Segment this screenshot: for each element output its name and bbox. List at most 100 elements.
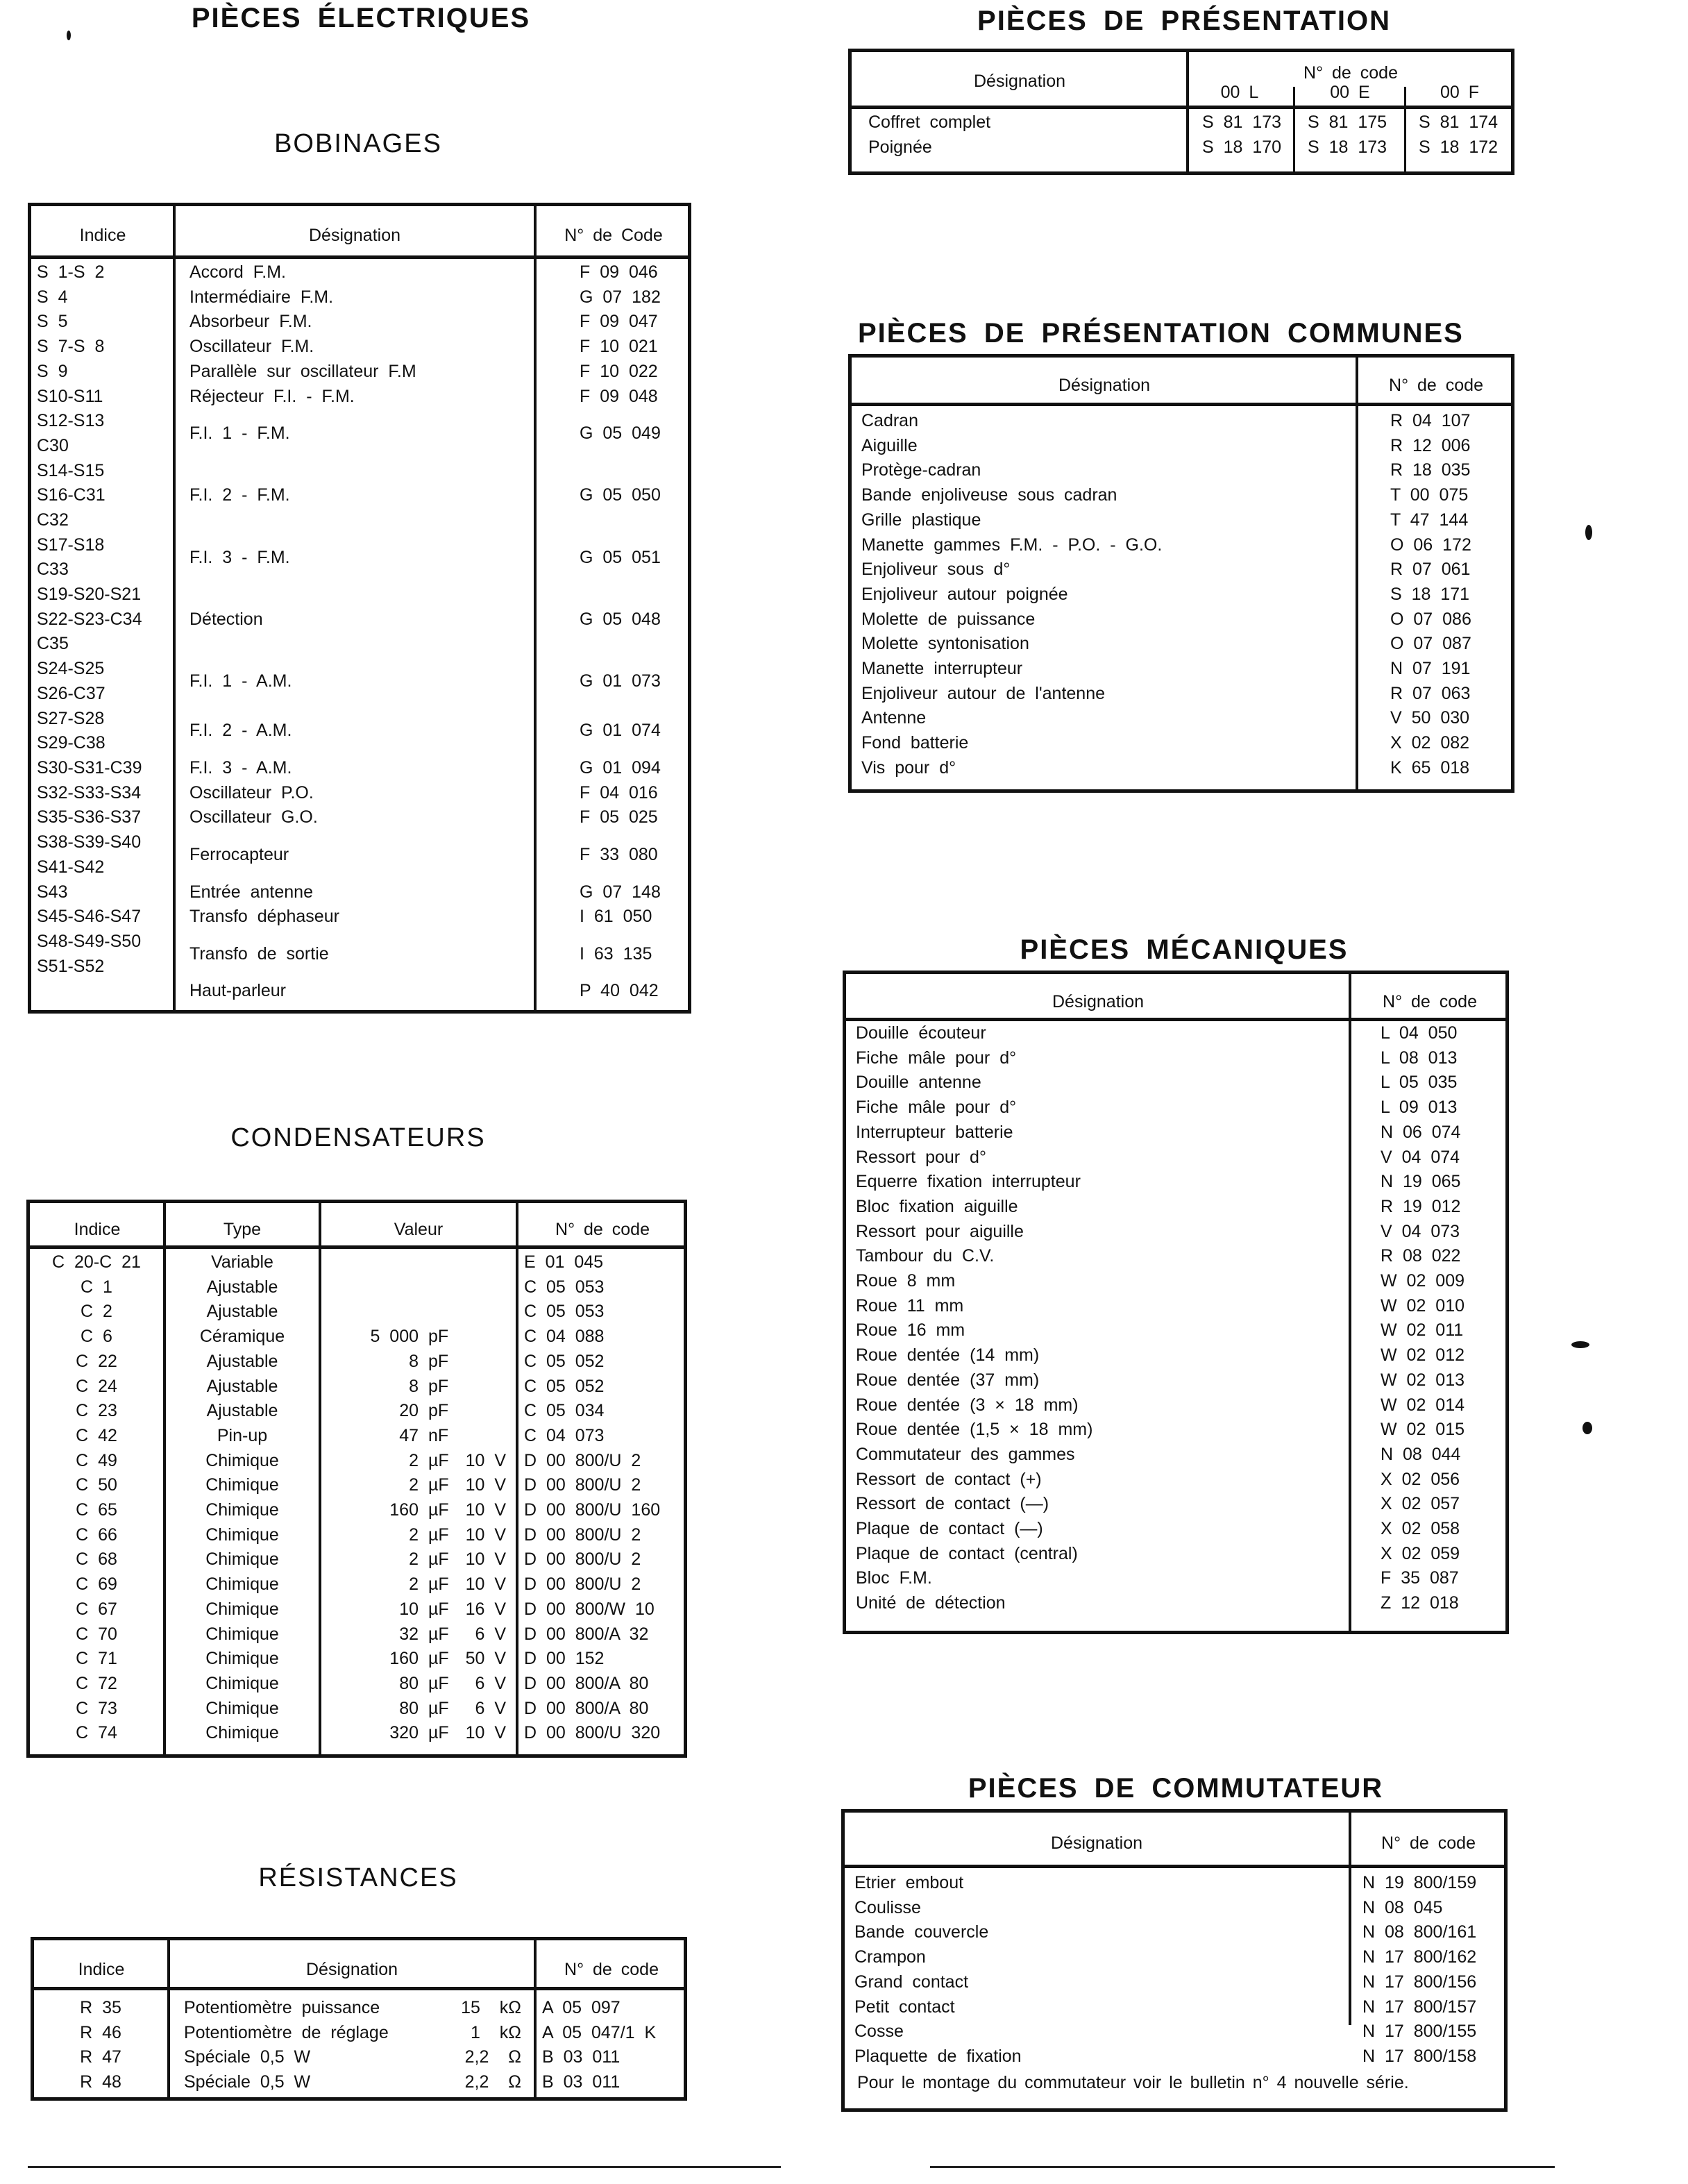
condensateurs-title: CONDENSATEURS xyxy=(230,1123,486,1152)
designation-cell: Grille plastique xyxy=(861,510,981,530)
code-cell: G 05 051 xyxy=(580,547,661,567)
code-cell: L 08 013 xyxy=(1381,1048,1458,1068)
header-type: Type xyxy=(223,1220,262,1239)
indice-cell: S43 xyxy=(37,882,68,902)
table-row: S27-S28 S29-C38 F.I. 2 - A.M. G 01 074 xyxy=(31,707,688,756)
indice-cell: S 7-S 8 xyxy=(37,337,105,357)
designation-cell: Molette syntonisation xyxy=(861,634,1029,654)
code-cell: F 09 048 xyxy=(580,386,658,406)
code-cell: D 00 800/U 2 xyxy=(524,1475,641,1495)
table-row: S 7-S 8 Oscillateur F.M. F 10 021 xyxy=(31,335,688,360)
valeur-number: 5 000 xyxy=(370,1327,419,1347)
type-cell: Pin-up xyxy=(217,1425,268,1445)
indice-cell: S27-S28 xyxy=(37,708,105,728)
code-cell: N 06 074 xyxy=(1381,1122,1461,1142)
table-row: Fiche mâle pour d° L 09 013 xyxy=(846,1095,1505,1120)
code-cell: G 07 182 xyxy=(580,287,661,307)
code-cell: S 81 174 xyxy=(1418,112,1499,132)
scan-speck xyxy=(1571,1341,1589,1348)
valeur-voltage: 10 V xyxy=(465,1574,506,1595)
code-cell: G 05 049 xyxy=(580,423,661,444)
table-row: R 35 Potentiomètre puissance 15 kΩ A 05 097 xyxy=(34,1996,684,2021)
designation-cell: F.I. 2 - A.M. xyxy=(189,721,292,741)
designation-cell: Coulisse xyxy=(854,1897,921,1917)
code-cell: O 07 087 xyxy=(1390,634,1471,654)
designation-cell: F.I. 2 - F.M. xyxy=(189,485,290,505)
indice-cell: S41-S42 xyxy=(37,857,105,877)
indice-cell: S35-S36-S37 xyxy=(37,807,142,828)
presentation-table: Désignation N° de code 00 L 00 E 00 F Co… xyxy=(848,49,1514,175)
valeur-unit: pF xyxy=(428,1351,449,1371)
indice-cell: C 1 xyxy=(81,1277,112,1297)
table-row: Interrupteur batterie N 06 074 xyxy=(846,1120,1505,1145)
code-cell: I 63 135 xyxy=(580,943,652,964)
header-variant-00f: 00 F xyxy=(1440,83,1480,102)
valeur-voltage: 10 V xyxy=(465,1500,506,1520)
designation-cell: Détection xyxy=(189,609,263,629)
table-row: Molette de puissance O 07 086 xyxy=(852,607,1511,632)
designation-cell: Molette de puissance xyxy=(861,609,1036,629)
table-row: S35-S36-S37 Oscillateur G.O. F 05 025 xyxy=(31,805,688,830)
table-row: Etrier embout N 19 800/159 xyxy=(845,1871,1504,1896)
designation-cell: Enjoliveur autour de l'antenne xyxy=(861,683,1106,703)
code-cell: V 04 073 xyxy=(1381,1221,1460,1241)
valeur-unit: µF xyxy=(428,1549,449,1570)
code-cell: D 00 152 xyxy=(524,1649,605,1669)
code-cell: N 17 800/158 xyxy=(1362,2046,1477,2066)
designation-cell: Oscillateur F.M. xyxy=(189,337,314,357)
code-cell: N 08 045 xyxy=(1362,1897,1443,1917)
table-row: Equerre fixation interrupteur N 19 065 xyxy=(846,1170,1505,1195)
valeur-number: 8 xyxy=(409,1351,419,1371)
valeur-voltage: 10 V xyxy=(465,1723,506,1743)
designation-cell: Bloc fixation aiguille xyxy=(856,1196,1018,1216)
scan-speck xyxy=(1582,1422,1592,1434)
header-designation: Désignation xyxy=(305,1960,398,1979)
table-row: Roue dentée (3 × 18 mm) W 02 014 xyxy=(846,1393,1505,1418)
section-title-presentation: PIÈCES DE PRÉSENTATION xyxy=(977,6,1391,36)
table-row: S 9 Parallèle sur oscillateur F.M F 10 022 xyxy=(31,360,688,385)
designation-cell: Douille antenne xyxy=(856,1073,981,1093)
table-row: C 42 Pin-up 47 nF C 04 073 xyxy=(30,1424,684,1449)
type-cell: Chimique xyxy=(205,1673,279,1693)
table-row: Antenne V 50 030 xyxy=(852,706,1511,731)
table-row: Bande couvercle N 08 800/161 xyxy=(845,1920,1504,1945)
resistances-title: RÉSISTANCES xyxy=(258,1863,458,1892)
valeur-voltage: 10 V xyxy=(465,1524,506,1545)
code-cell: L 04 050 xyxy=(1381,1023,1458,1043)
table-row: C 24 Ajustable 8 pF C 05 052 xyxy=(30,1375,684,1400)
designation-cell: Transfo de sortie xyxy=(189,943,329,964)
designation-cell: Transfo déphaseur xyxy=(189,907,339,927)
indice-cell: C 6 xyxy=(81,1327,112,1347)
type-cell: Chimique xyxy=(205,1500,279,1520)
designation-cell: Roue dentée (14 mm) xyxy=(856,1345,1040,1366)
table-row: Cadran R 04 107 xyxy=(852,409,1511,434)
bobinages-table: Indice Désignation N° de Code S 1-S 2 Acc… xyxy=(28,203,691,1014)
code-cell: W 02 014 xyxy=(1381,1395,1465,1415)
code-cell: R 04 107 xyxy=(1390,411,1471,430)
code-cell: N 17 800/162 xyxy=(1362,1947,1477,1967)
table-row: Bande enjoliveuse sous cadran T 00 075 xyxy=(852,483,1511,508)
valeur-number: 2 xyxy=(409,1574,419,1595)
table-row: C 6 Céramique 5 000 pF C 04 088 xyxy=(30,1325,684,1350)
valeur-unit: nF xyxy=(428,1425,449,1445)
code-cell: D 00 800/A 32 xyxy=(524,1624,649,1644)
header-designation: Désignation xyxy=(308,226,401,245)
code-cell: D 00 800/U 2 xyxy=(524,1574,641,1595)
code-cell: P 40 042 xyxy=(580,981,659,1001)
table-row: C 66 Chimique 2 µF 10 V D 00 800/U 2 xyxy=(30,1523,684,1548)
designation-cell: Spéciale 0,5 W xyxy=(184,2047,311,2067)
indice-cell: C 2 xyxy=(81,1302,112,1322)
type-cell: Chimique xyxy=(205,1524,279,1545)
header-designation: Désignation xyxy=(1058,376,1151,395)
valeur-number: 10 xyxy=(399,1599,419,1619)
table-row: Plaquette de fixation N 17 800/158 xyxy=(845,2044,1504,2069)
code-cell: R 18 035 xyxy=(1390,460,1471,480)
table-row: R 46 Potentiomètre de réglage 1 kΩ A 05 047… xyxy=(34,2021,684,2046)
table-row: Protège-cadran R 18 035 xyxy=(852,458,1511,483)
designation-cell: Roue 8 mm xyxy=(856,1271,956,1291)
bottom-rule-right xyxy=(930,2166,1555,2168)
designation-cell: F.I. 3 - A.M. xyxy=(189,758,292,778)
table-row: C 2 Ajustable C 05 053 xyxy=(30,1300,684,1325)
value-cell: 15 kΩ xyxy=(461,1998,521,2017)
indice-cell: C 70 xyxy=(76,1624,117,1644)
